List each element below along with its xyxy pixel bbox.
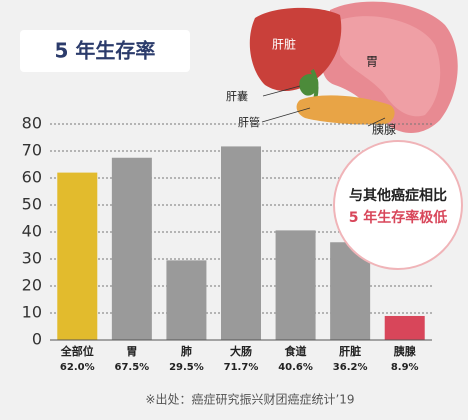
- organ-label: 肝脏: [272, 37, 296, 52]
- stomach-highlight: [340, 16, 441, 117]
- y-tick-label: 10: [22, 303, 42, 322]
- value-label: 8.9%: [391, 362, 419, 373]
- bar: [221, 146, 261, 340]
- organ-label: 胰腺: [372, 123, 396, 137]
- value-label: 29.5%: [169, 362, 204, 373]
- y-tick-label: 20: [22, 276, 42, 295]
- callout: 与其他癌症相比 5 年生存率极低: [333, 140, 463, 270]
- gallbladder: [299, 74, 319, 96]
- title-box: [20, 30, 190, 72]
- bar: [275, 230, 316, 340]
- value-label: 36.2%: [333, 362, 368, 373]
- y-tick-label: 0: [32, 330, 42, 349]
- bar: [111, 157, 152, 340]
- y-tick-label: 50: [22, 195, 42, 214]
- bar: [166, 260, 207, 340]
- value-label: 40.6%: [278, 362, 313, 373]
- bar: [384, 315, 425, 340]
- y-tick-label: 30: [22, 249, 42, 268]
- y-tick-label: 60: [22, 168, 42, 187]
- organ-label: 胃: [366, 55, 378, 69]
- bar: [57, 172, 98, 340]
- callout-text: 与其他癌症相比: [349, 187, 447, 204]
- x-tick-label: 肺: [181, 344, 192, 358]
- value-label: 67.5%: [115, 362, 150, 373]
- value-label: 71.7%: [224, 362, 259, 373]
- value-label: 62.0%: [60, 362, 95, 373]
- pointer: [262, 85, 301, 97]
- organ-illustration: 肝脏 胃 肝囊 肝管 胰腺: [226, 1, 458, 137]
- y-tick-label: 80: [22, 114, 42, 133]
- callout-text: 5 年生存率极低: [349, 209, 448, 226]
- source: ※出处：癌症研究振兴财团癌症统计’19: [145, 392, 354, 407]
- pointer: [367, 117, 386, 127]
- y-tick-label: 40: [22, 222, 42, 241]
- organ-label: 肝管: [238, 115, 260, 129]
- chart-title: 5 年生存率: [55, 39, 156, 63]
- x-tick-label: 食道: [285, 344, 307, 358]
- organ-label: 肝囊: [226, 89, 248, 103]
- y-tick-label: 70: [22, 141, 42, 160]
- plot: 0 10 20 30 40 50 60 70 80 全部位 62.0% 胃 67.5% 肺 29.5% 大肠 7…: [22, 114, 432, 373]
- x-tick-label: 胰腺: [393, 344, 417, 358]
- callout-circle: [333, 140, 463, 270]
- x-tick-label: 胃: [126, 345, 137, 358]
- pointer: [261, 107, 311, 123]
- pancreas: [296, 95, 395, 125]
- x-tick-label: 全部位: [60, 344, 94, 358]
- x-tick-label: 大肠: [230, 344, 252, 358]
- liver: [249, 7, 342, 92]
- x-tick-label: 肝脏: [339, 344, 361, 358]
